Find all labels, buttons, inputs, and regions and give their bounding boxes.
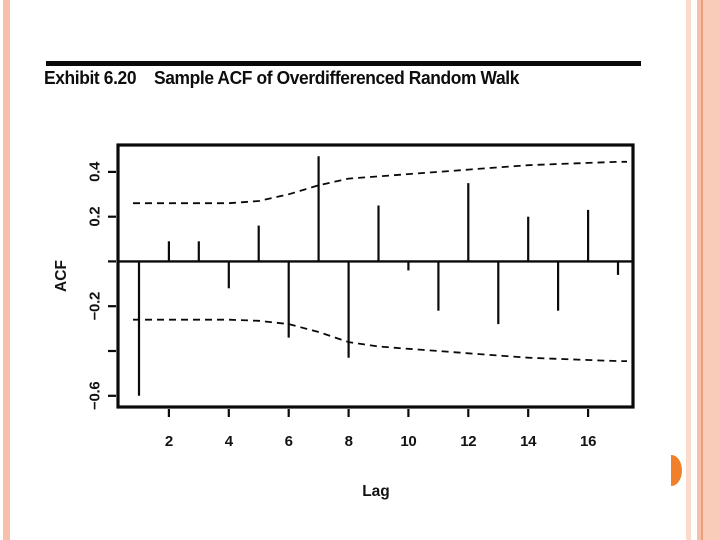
y-axis-title: ACF	[53, 260, 70, 292]
conf-upper-band	[133, 160, 627, 205]
x-tick-label: 8	[345, 433, 353, 450]
y-tick-label: 0.4	[87, 161, 104, 182]
right-edge-stripe-mid	[697, 0, 701, 540]
exhibit-number: Exhibit 6.20	[44, 67, 137, 88]
plot-border	[116, 143, 635, 409]
conf-lower-band	[133, 318, 627, 363]
x-tick-label: 14	[520, 433, 537, 450]
x-tick-label: 6	[285, 433, 293, 450]
left-edge-stripe	[3, 0, 10, 540]
decorative-semicircle	[671, 455, 682, 486]
x-tick-label: 10	[400, 433, 416, 450]
exhibit-title: Sample ACF of Overdifferenced Random Wal…	[154, 67, 519, 88]
x-tick-label: 4	[225, 433, 234, 450]
x-axis-title: Lag	[362, 483, 390, 500]
y-tick-label: −0.6	[87, 382, 104, 410]
x-tick-label: 12	[460, 433, 476, 450]
x-tick-label: 16	[580, 433, 596, 450]
right-edge-stripe-dark	[701, 0, 703, 540]
y-tick-label: −0.2	[87, 292, 104, 320]
title-rule	[46, 61, 641, 66]
x-tick-label: 2	[165, 433, 173, 450]
y-tick-label: 0.2	[87, 207, 104, 227]
exhibit-heading: Exhibit 6.20 Sample ACF of Overdifferenc…	[44, 67, 519, 89]
right-edge-stripe-wide	[703, 0, 720, 540]
right-edge-stripe-light	[686, 0, 691, 540]
